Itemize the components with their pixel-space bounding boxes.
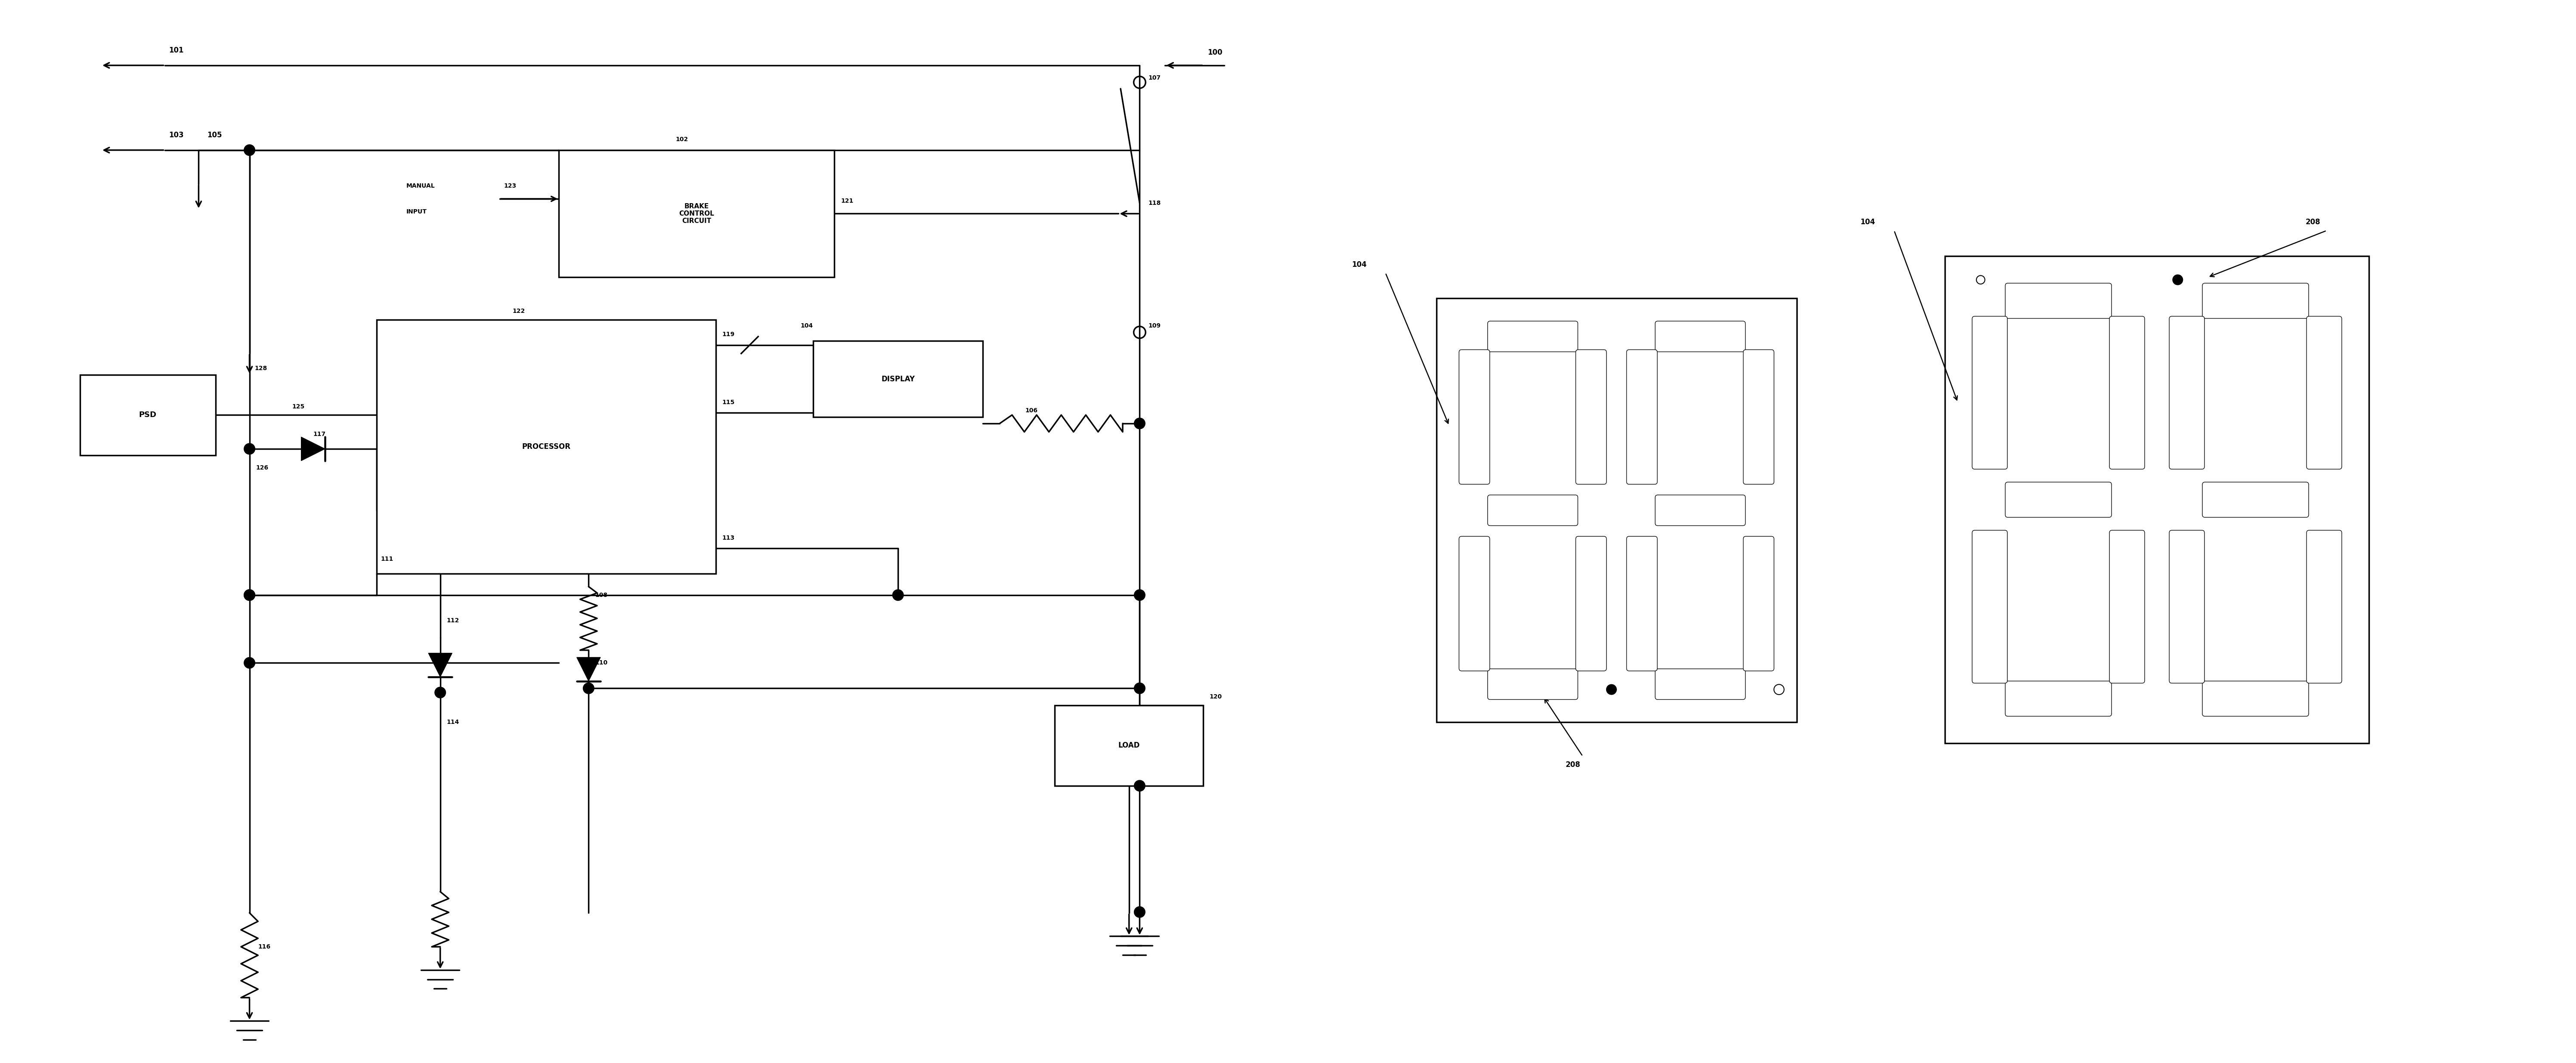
Circle shape bbox=[245, 443, 255, 454]
Text: LOAD: LOAD bbox=[1118, 742, 1141, 749]
Circle shape bbox=[1133, 682, 1146, 694]
Text: 114: 114 bbox=[446, 720, 459, 725]
Text: 120: 120 bbox=[1211, 694, 1221, 699]
Text: 104: 104 bbox=[1352, 260, 1365, 268]
FancyBboxPatch shape bbox=[1625, 537, 1656, 671]
Circle shape bbox=[1133, 418, 1146, 429]
Text: 104: 104 bbox=[801, 323, 814, 328]
Text: 123: 123 bbox=[505, 183, 515, 189]
FancyBboxPatch shape bbox=[1486, 321, 1579, 352]
FancyBboxPatch shape bbox=[1486, 669, 1579, 699]
Circle shape bbox=[2172, 274, 2182, 285]
FancyBboxPatch shape bbox=[1656, 321, 1747, 352]
Bar bbox=[1945, 256, 2370, 743]
Text: BRAKE
CONTROL
CIRCUIT: BRAKE CONTROL CIRCUIT bbox=[680, 203, 714, 224]
Text: 121: 121 bbox=[840, 198, 853, 204]
FancyBboxPatch shape bbox=[1744, 537, 1775, 671]
Circle shape bbox=[1133, 907, 1146, 917]
Text: 113: 113 bbox=[721, 535, 734, 541]
FancyBboxPatch shape bbox=[2169, 530, 2205, 684]
FancyBboxPatch shape bbox=[2306, 530, 2342, 684]
Circle shape bbox=[1133, 590, 1146, 601]
Circle shape bbox=[582, 682, 595, 694]
Bar bbox=[80, 374, 216, 455]
Text: 115: 115 bbox=[721, 400, 734, 405]
Text: DISPLAY: DISPLAY bbox=[881, 375, 914, 383]
Text: 107: 107 bbox=[1149, 75, 1162, 81]
FancyBboxPatch shape bbox=[1577, 350, 1607, 485]
FancyBboxPatch shape bbox=[2169, 317, 2205, 469]
Circle shape bbox=[1607, 685, 1618, 694]
Text: 112: 112 bbox=[446, 618, 459, 624]
Circle shape bbox=[435, 687, 446, 698]
Bar bbox=[1437, 299, 1795, 722]
Text: 108: 108 bbox=[595, 592, 608, 598]
FancyBboxPatch shape bbox=[1577, 537, 1607, 671]
Text: 125: 125 bbox=[291, 404, 304, 409]
FancyBboxPatch shape bbox=[1744, 350, 1775, 485]
FancyBboxPatch shape bbox=[1656, 495, 1747, 526]
Bar bbox=[1054, 705, 1203, 786]
FancyBboxPatch shape bbox=[1973, 317, 2007, 469]
FancyBboxPatch shape bbox=[2306, 317, 2342, 469]
Text: 111: 111 bbox=[381, 556, 394, 562]
FancyBboxPatch shape bbox=[2202, 283, 2308, 319]
Bar bbox=[376, 320, 716, 574]
Text: 101: 101 bbox=[170, 47, 183, 54]
Circle shape bbox=[245, 657, 255, 669]
Bar bbox=[559, 150, 835, 277]
Polygon shape bbox=[428, 653, 453, 677]
Polygon shape bbox=[577, 657, 600, 681]
Circle shape bbox=[891, 590, 904, 601]
FancyBboxPatch shape bbox=[1458, 350, 1489, 485]
Text: 118: 118 bbox=[1149, 200, 1162, 206]
Circle shape bbox=[245, 590, 255, 601]
Text: 100: 100 bbox=[1208, 49, 1224, 56]
Text: 122: 122 bbox=[513, 308, 526, 315]
Text: 128: 128 bbox=[255, 366, 268, 371]
FancyBboxPatch shape bbox=[2202, 483, 2308, 518]
Text: PROCESSOR: PROCESSOR bbox=[523, 443, 569, 451]
Text: 208: 208 bbox=[1566, 761, 1582, 769]
Bar bbox=[814, 341, 984, 417]
FancyBboxPatch shape bbox=[2004, 283, 2112, 319]
Text: 104: 104 bbox=[1860, 218, 1875, 226]
Text: INPUT: INPUT bbox=[407, 208, 428, 215]
Text: 106: 106 bbox=[1025, 408, 1038, 414]
Text: 116: 116 bbox=[258, 944, 270, 950]
FancyBboxPatch shape bbox=[2110, 317, 2146, 469]
Circle shape bbox=[245, 590, 255, 601]
FancyBboxPatch shape bbox=[1625, 350, 1656, 485]
Text: 126: 126 bbox=[255, 465, 268, 471]
Text: 208: 208 bbox=[2306, 218, 2321, 226]
Text: 109: 109 bbox=[1149, 323, 1162, 328]
Text: 103: 103 bbox=[170, 132, 183, 139]
FancyBboxPatch shape bbox=[1973, 530, 2007, 684]
FancyBboxPatch shape bbox=[1458, 537, 1489, 671]
FancyBboxPatch shape bbox=[2110, 530, 2146, 684]
Text: 110: 110 bbox=[595, 660, 608, 665]
Text: 117: 117 bbox=[314, 431, 325, 437]
Text: MANUAL: MANUAL bbox=[407, 183, 435, 189]
FancyBboxPatch shape bbox=[1486, 495, 1579, 526]
Text: 105: 105 bbox=[206, 132, 222, 139]
Polygon shape bbox=[301, 437, 325, 460]
Text: 119: 119 bbox=[721, 332, 734, 337]
Text: 102: 102 bbox=[675, 136, 688, 142]
FancyBboxPatch shape bbox=[2004, 681, 2112, 716]
FancyBboxPatch shape bbox=[1656, 669, 1747, 699]
Text: PSD: PSD bbox=[139, 411, 157, 419]
Circle shape bbox=[1133, 780, 1146, 791]
FancyBboxPatch shape bbox=[2202, 681, 2308, 716]
FancyBboxPatch shape bbox=[2004, 483, 2112, 518]
Circle shape bbox=[245, 145, 255, 155]
